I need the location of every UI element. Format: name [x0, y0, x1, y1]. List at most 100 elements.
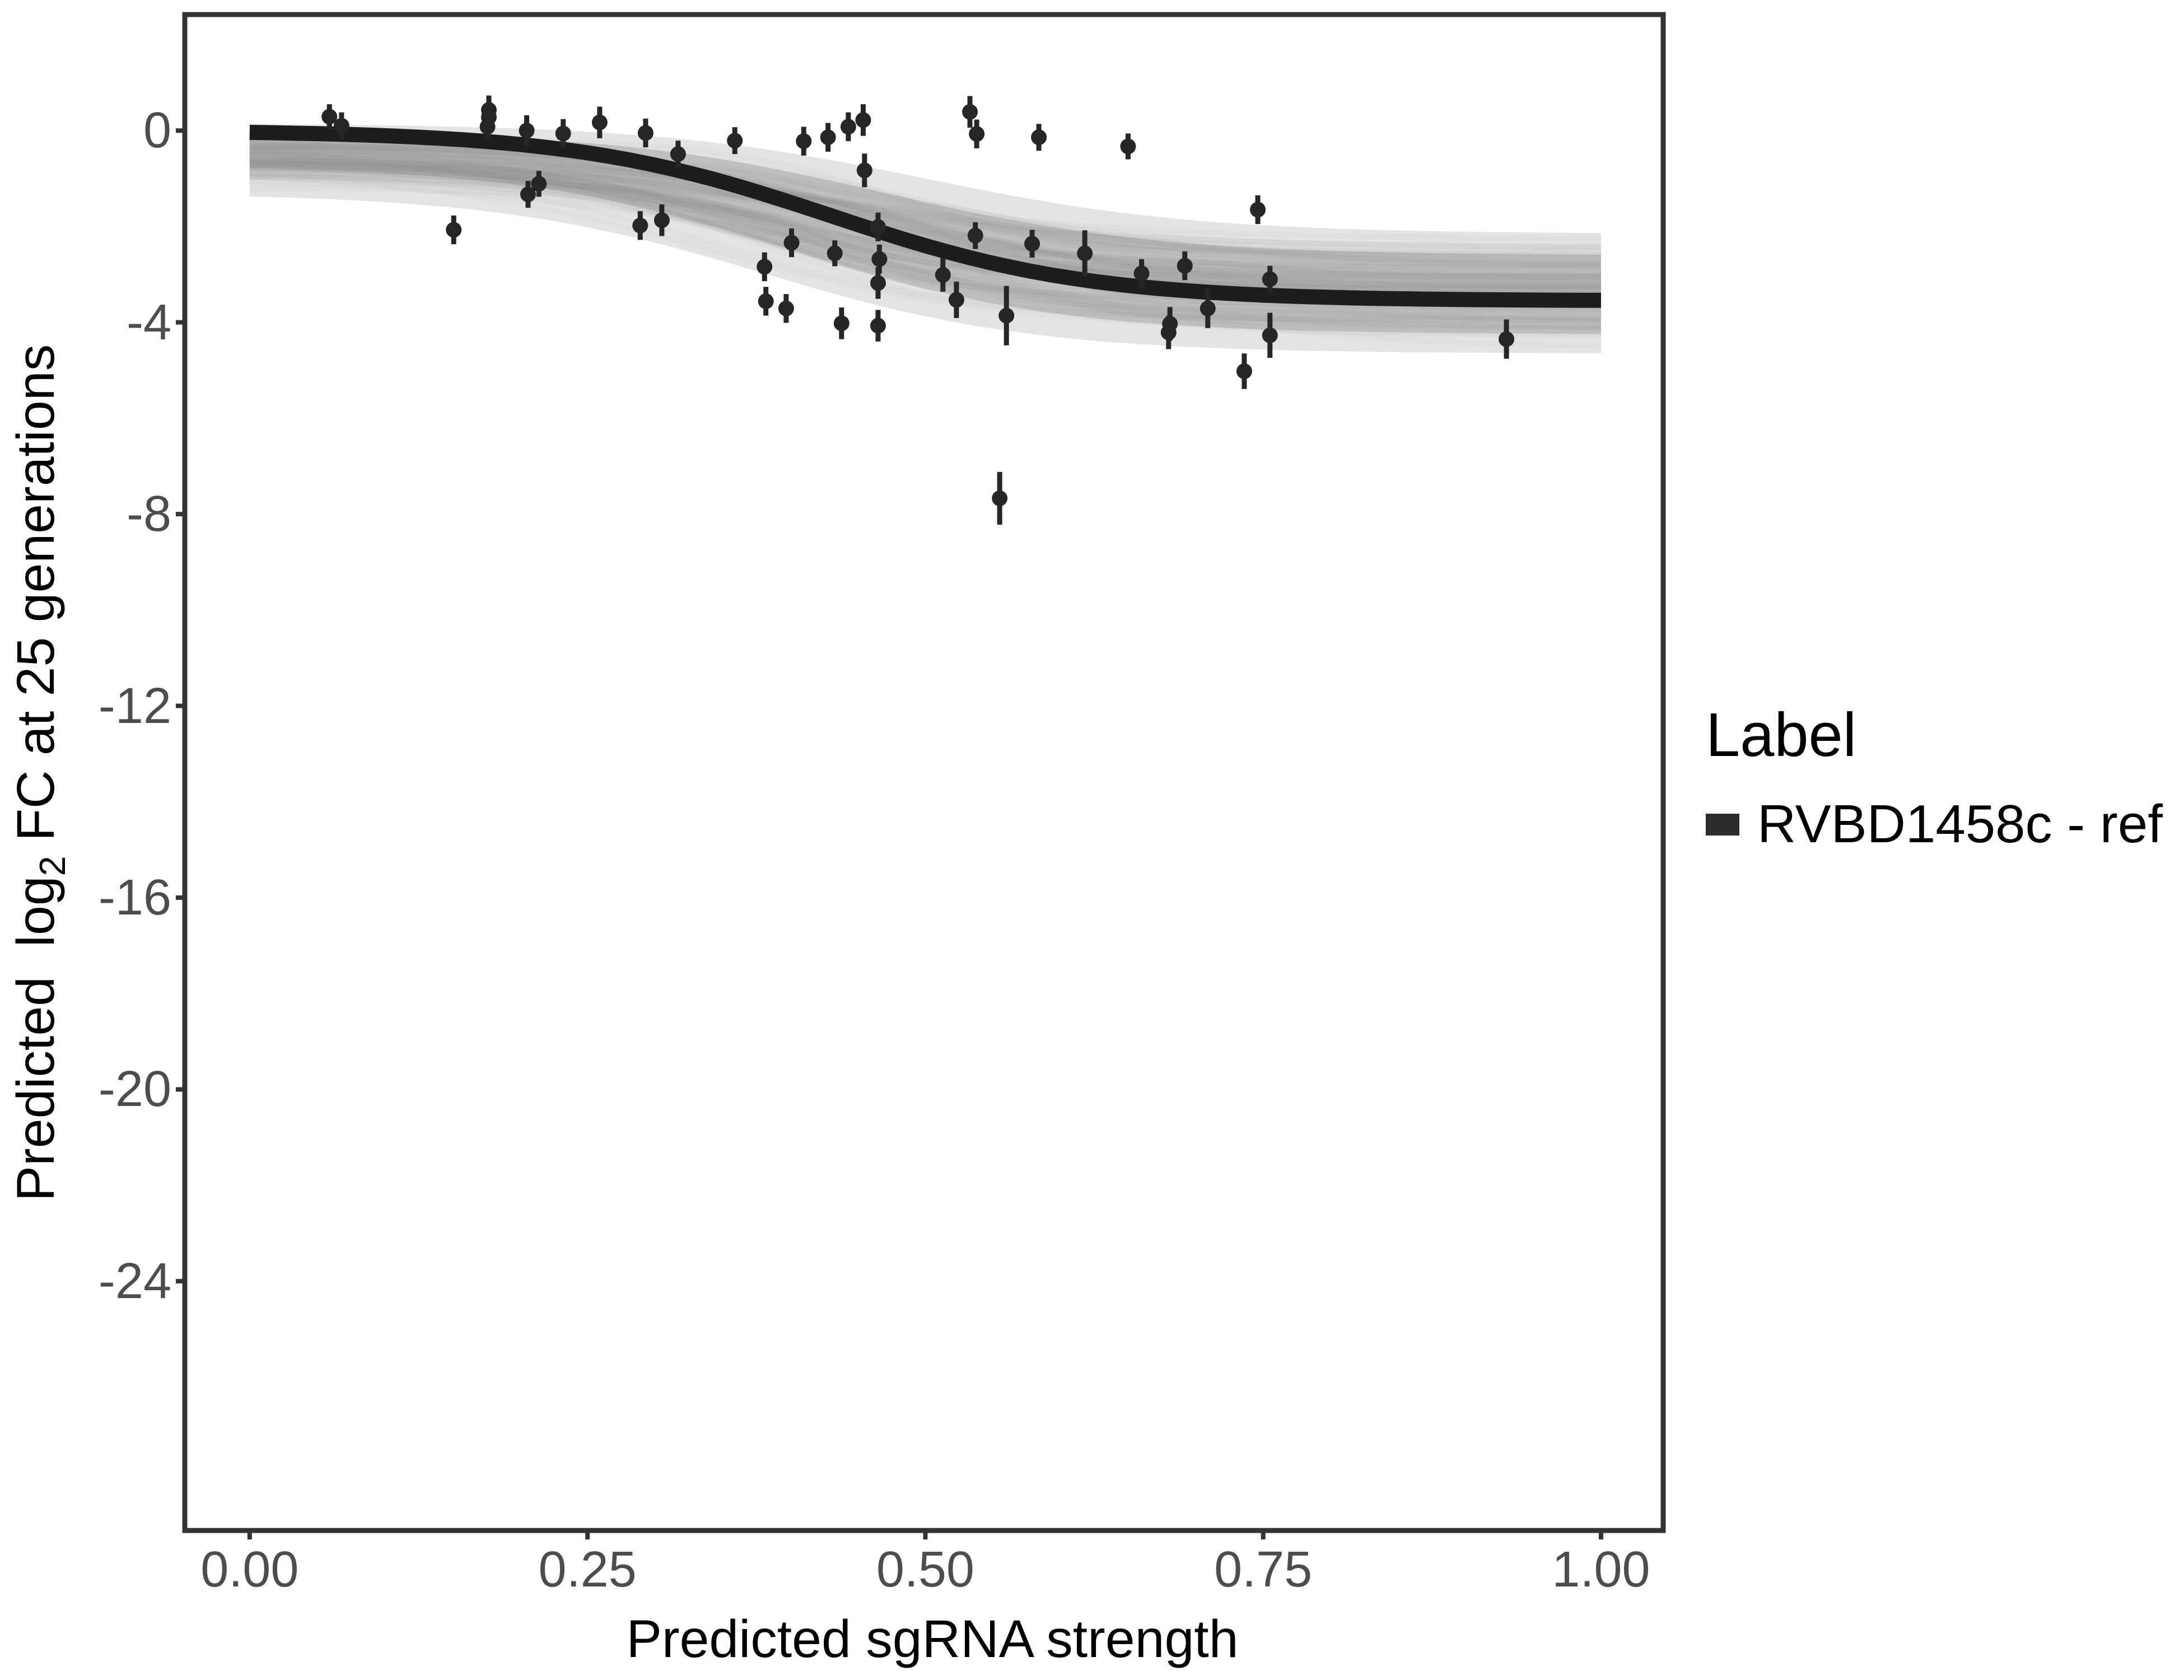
data-point — [967, 227, 983, 244]
ensemble-curve — [249, 152, 1602, 292]
data-point — [1262, 271, 1278, 287]
ensemble-curve — [249, 161, 1601, 279]
ensemble-curve — [249, 160, 1602, 265]
ensemble-curve — [249, 151, 1602, 258]
data-point — [1236, 363, 1252, 379]
legend-key-swatch — [1706, 813, 1739, 836]
y-axis-title-prefix: Predicted log — [6, 876, 66, 1202]
ensemble-curve — [249, 161, 1602, 290]
data-point — [446, 222, 462, 238]
y-tick-label: -12 — [98, 678, 171, 734]
data-point — [591, 114, 608, 130]
data-point — [783, 235, 800, 251]
data-point — [1250, 202, 1266, 218]
ensemble-curve — [249, 141, 1602, 291]
ensemble-curve — [249, 148, 1602, 329]
y-axis-title-suffix: FC at 25 generations — [6, 344, 66, 856]
data-point — [778, 300, 794, 316]
data-point — [531, 176, 547, 192]
data-point — [520, 186, 536, 203]
data-point — [1077, 245, 1093, 262]
ensemble-curve — [249, 143, 1602, 292]
data-point — [1200, 300, 1216, 316]
ensemble-curve — [249, 152, 1602, 332]
ensemble-curve — [249, 169, 1602, 259]
ensemble-curve — [249, 142, 1602, 269]
data-point — [855, 112, 871, 128]
data-point — [1024, 236, 1040, 252]
inner-uncertainty-band — [249, 132, 1601, 334]
ensemble-curve — [249, 152, 1602, 288]
data-point — [948, 292, 964, 308]
ensemble-curve — [249, 144, 1602, 280]
ensemble-curve — [249, 162, 1602, 330]
ensemble-curve — [249, 146, 1601, 290]
ensemble-curve — [249, 174, 1602, 332]
ensemble-curve — [249, 159, 1602, 324]
data-point — [758, 293, 774, 309]
ensemble-curve — [249, 160, 1602, 330]
ensemble-curve — [249, 171, 1602, 349]
data-point — [1031, 129, 1047, 146]
data-point — [870, 318, 886, 334]
ensemble-curve — [249, 142, 1601, 315]
ensemble-curve — [249, 150, 1602, 250]
ensemble-curve — [249, 147, 1602, 267]
ensemble-curve — [249, 156, 1602, 288]
data-point — [1177, 258, 1193, 274]
ensemble-curve — [249, 152, 1602, 339]
ensemble-curve — [249, 156, 1602, 254]
y-tick-label: -16 — [98, 869, 171, 926]
ensemble-curve — [249, 156, 1602, 281]
data-point — [998, 307, 1015, 324]
data-point — [827, 245, 843, 262]
data-point — [479, 119, 496, 135]
ensemble-curve — [249, 186, 1602, 258]
x-tick-label: 1.00 — [1552, 1542, 1650, 1598]
ensemble-curve — [249, 136, 1602, 250]
ensemble-curve — [249, 167, 1602, 288]
ensemble-curve — [249, 167, 1602, 264]
y-axis-title: Predicted log2 FC at 25 generations — [6, 344, 73, 1201]
y-tick-label: 0 — [143, 102, 171, 159]
legend-item-label: RVBD1458c - ref — [1757, 794, 2163, 854]
ensemble-curve — [249, 142, 1602, 288]
ensemble-curve — [249, 144, 1602, 330]
ensemble-curve — [249, 150, 1602, 314]
ensemble-curve — [249, 148, 1602, 269]
ensemble-curve — [249, 162, 1602, 293]
data-point — [333, 118, 349, 134]
data-point — [670, 146, 686, 162]
ensemble-curve — [249, 165, 1602, 281]
data-point — [962, 104, 978, 120]
y-tick-label: -8 — [126, 486, 171, 543]
ensemble-curve — [249, 138, 1602, 283]
ensemble-curve — [249, 156, 1602, 292]
data-point — [727, 133, 743, 149]
data-point — [856, 162, 872, 179]
ensemble-curve — [249, 137, 1602, 273]
ensemble-curve — [249, 158, 1602, 334]
data-point — [632, 217, 648, 234]
data-point — [1499, 331, 1515, 347]
ensemble-curve — [249, 142, 1602, 283]
ensemble-curve — [249, 155, 1602, 265]
data-point — [1120, 138, 1136, 155]
ensemble-curve — [249, 144, 1602, 290]
ensemble-curve — [249, 158, 1602, 297]
data-point — [870, 275, 886, 291]
ensemble-curve — [249, 156, 1602, 261]
data-point — [969, 126, 985, 142]
data-point — [840, 119, 856, 135]
data-point — [1162, 316, 1178, 332]
x-axis-title: Predicted sgRNA strength — [626, 1609, 1239, 1669]
ensemble-curve — [249, 153, 1602, 328]
data-point — [321, 109, 338, 125]
ensemble-curve — [249, 148, 1602, 241]
data-point — [1133, 265, 1150, 282]
data-point — [935, 267, 951, 283]
y-tick-label: -24 — [98, 1253, 171, 1309]
ensemble-curve — [249, 144, 1602, 324]
